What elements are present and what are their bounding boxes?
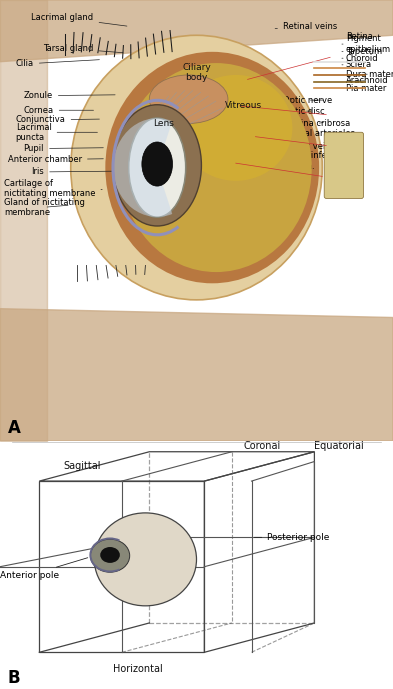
Text: Lamina cribrosa: Lamina cribrosa: [283, 119, 350, 128]
Text: Horizontal: Horizontal: [113, 664, 162, 675]
Text: Choroid: Choroid: [342, 54, 378, 63]
Text: Dura mater: Dura mater: [346, 70, 393, 79]
Text: Lacrimal gland: Lacrimal gland: [31, 13, 127, 26]
Text: Vortex vein: Vortex vein: [283, 142, 331, 151]
Text: Pupil: Pupil: [24, 144, 103, 153]
Text: Arachnoid: Arachnoid: [346, 76, 388, 85]
Ellipse shape: [129, 118, 186, 217]
Text: Cartilage of
nictitating membrane: Cartilage of nictitating membrane: [4, 179, 102, 198]
Text: Conjunctiva: Conjunctiva: [16, 116, 99, 125]
Text: B: B: [8, 668, 20, 686]
Text: Gland of nictitating
membrane: Gland of nictitating membrane: [4, 198, 85, 217]
Ellipse shape: [149, 75, 228, 123]
Text: Coronal: Coronal: [244, 441, 281, 451]
Text: Non-tapetal fundus: Non-tapetal fundus: [228, 176, 309, 185]
Text: Ventral (inferior)
rectus m.: Ventral (inferior) rectus m.: [275, 152, 345, 171]
Text: Sagittal: Sagittal: [63, 462, 100, 471]
Text: Anterior pole: Anterior pole: [0, 557, 88, 579]
Text: Optic disc: Optic disc: [283, 107, 325, 116]
Text: Cornea: Cornea: [24, 105, 94, 115]
Ellipse shape: [71, 35, 322, 300]
Text: A: A: [8, 418, 21, 437]
Text: Retinal arterioles: Retinal arterioles: [283, 129, 355, 138]
Text: Tapetum: Tapetum: [342, 47, 382, 56]
Text: Lacrimal
puncta: Lacrimal puncta: [16, 123, 97, 142]
Ellipse shape: [90, 539, 130, 572]
Text: Pigment
epithelium: Pigment epithelium: [342, 34, 391, 54]
Text: Pia mater: Pia mater: [346, 83, 386, 93]
Text: Iris: Iris: [31, 167, 119, 176]
Text: Cilia: Cilia: [16, 59, 99, 68]
Text: Retina: Retina: [346, 32, 373, 41]
Ellipse shape: [179, 75, 292, 181]
Text: Zonule: Zonule: [24, 91, 115, 100]
Wedge shape: [113, 119, 172, 217]
Ellipse shape: [121, 63, 312, 272]
Text: Anterior chamber: Anterior chamber: [8, 155, 103, 164]
Text: Lens: Lens: [152, 119, 174, 128]
Text: Tarsal gland: Tarsal gland: [43, 44, 123, 53]
Text: Vitreous: Vitreous: [225, 101, 262, 110]
Text: Ciliary
body: Ciliary body: [182, 63, 211, 83]
Text: Sclera: Sclera: [342, 61, 372, 70]
FancyBboxPatch shape: [324, 132, 364, 198]
Ellipse shape: [113, 105, 202, 226]
Text: Equatorial: Equatorial: [314, 441, 364, 451]
Ellipse shape: [105, 52, 319, 283]
Ellipse shape: [142, 142, 173, 186]
Text: Optic nerve: Optic nerve: [283, 96, 332, 105]
Text: Posterior pole: Posterior pole: [254, 533, 330, 542]
Text: Retinal veins: Retinal veins: [275, 22, 337, 31]
Ellipse shape: [100, 547, 120, 563]
Ellipse shape: [94, 513, 196, 606]
